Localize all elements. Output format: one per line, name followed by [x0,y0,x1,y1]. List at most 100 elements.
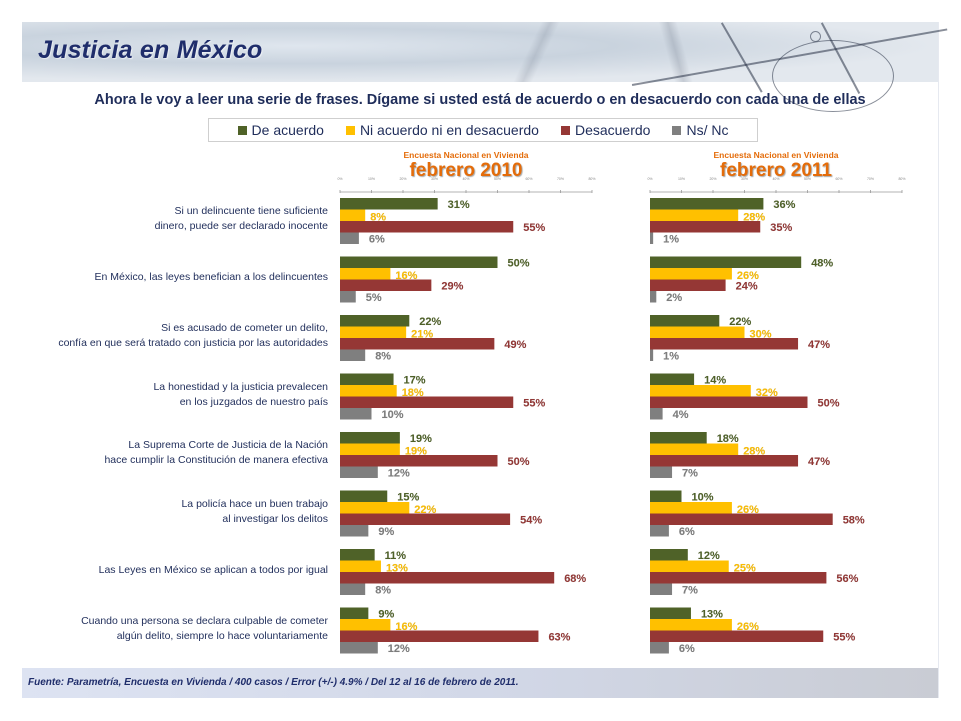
data-label: 16% [395,621,417,633]
data-label: 28% [743,212,765,224]
data-label: 22% [419,316,441,328]
x-tick-label: 20% [399,177,406,181]
data-label: 6% [679,526,695,538]
row-label-line: dinero, puede ser declarado inocente [154,220,328,232]
data-label: 29% [441,281,463,293]
data-label: 8% [370,212,386,224]
data-label: 26% [737,270,759,282]
bar-group: 10% 26% 58% 6% [650,490,865,538]
bar-ni-acuerdo-ni-en-desacuerdo [340,443,400,455]
row-label: La honestidad y la justicia prevalecen en… [153,380,328,410]
bar-ns-nc [650,466,673,478]
data-label: 50% [508,258,530,270]
x-tick-label: 30% [741,177,748,181]
bar-group: 22%30% 47% 1% [650,315,830,363]
data-label: 7% [682,468,698,480]
data-label: 50% [818,398,840,410]
legend-item-de-acuerdo: De acuerdo [237,122,324,138]
bar-group: 31% 8% 55% 6% [340,198,546,246]
data-label: 9% [378,609,394,621]
data-label: 12% [388,468,410,480]
bar-group: 15%22% 54% 9% [340,490,542,538]
data-label: 55% [523,222,545,234]
legend-label: De acuerdo [251,122,324,138]
data-label: 25% [734,563,756,575]
data-label: 14% [704,375,726,387]
bar-ni-acuerdo-ni-en-desacuerdo [340,326,407,338]
x-tick-label: 0% [647,177,652,181]
bar-de-acuerdo [340,432,400,444]
panel-subtitle: Encuesta Nacional en Vivienda [713,150,839,160]
bar-ns-nc [650,408,663,420]
data-label: 1% [663,351,679,363]
bar-ni-acuerdo-ni-en-desacuerdo [650,560,729,572]
row-label: En México, las leyes benefician a los de… [95,270,328,285]
bar-desacuerdo [340,630,539,642]
x-tick-label: 20% [709,177,716,181]
row-label: Cuando una persona se declara culpable d… [81,614,328,644]
data-label: 12% [698,550,720,562]
page-title: Justicia en México [38,36,263,64]
bar-desacuerdo [340,455,498,467]
legend-swatch [237,125,247,135]
bar-de-acuerdo [650,607,691,619]
chart-panel-2010: 0% 10% 20% 30% 40% 50% 60% 70% 80%31%8%55%6%50%1… [337,177,595,655]
data-label: 26% [737,621,759,633]
bar-group: 48% 26%24% 2% [650,256,834,304]
header-banner: Justicia en México [22,22,948,112]
bar-group: 14% 32% 50% 4% [650,373,840,421]
row-label-line: La policía hace un buen trabajo [181,497,328,510]
data-label: 6% [679,643,695,655]
data-label: 24% [736,281,758,293]
row-label-line: hace cumplir la Constitución de manera e… [104,454,328,466]
bar-desacuerdo [650,221,761,233]
data-label: 47% [808,456,830,468]
source-note: Fuente: Parametría, Encuesta en Vivienda… [28,677,519,688]
bar-group: 22%21% 49% 8% [340,315,527,363]
legend-swatch [560,125,570,135]
bar-ni-acuerdo-ni-en-desacuerdo [650,326,745,338]
bar-desacuerdo [340,572,555,584]
bar-ni-acuerdo-ni-en-desacuerdo [340,268,391,280]
data-label: 22% [414,504,436,516]
data-label: 19% [405,446,427,458]
data-label: 17% [404,375,426,387]
legend-item-ns-nc: Ns/ Nc [672,122,728,138]
bar-group: 50% 16% 29% 5% [340,256,530,304]
legend-label: Ns/ Nc [686,122,729,138]
row-label-line: confía en que será tratado con justicia … [58,337,328,349]
data-label: 12% [388,643,410,655]
bar-ns-nc [340,642,378,654]
data-label: 4% [673,409,689,421]
data-label: 6% [369,234,385,246]
x-tick-label: 60% [835,177,842,181]
bar-ni-acuerdo-ni-en-desacuerdo [650,385,751,397]
data-label: 21% [411,329,433,341]
bar-de-acuerdo [650,315,720,327]
bar-de-acuerdo [340,490,388,502]
bar-de-acuerdo [340,256,498,268]
data-label: 15% [397,492,419,504]
data-label: 36% [773,199,795,211]
panel-2011-header: Encuesta Nacional en Vivienda febrero 20… [650,150,902,182]
x-tick-label: 60% [525,177,532,181]
data-label: 32% [756,387,778,399]
data-label: 2% [666,292,682,304]
x-tick-label: 40% [772,177,779,181]
row-label-line: en los juzgados de nuestro país [179,395,328,408]
data-label: 49% [504,339,526,351]
bar-ns-nc [650,525,669,537]
row-label: La Suprema Corte de Justicia de la Nació… [104,438,328,468]
bar-ni-acuerdo-ni-en-desacuerdo [340,619,391,631]
banner-decoration [772,40,894,112]
data-label: 31% [448,199,470,211]
panel-subtitle: Encuesta Nacional en Vivienda [403,150,529,160]
bar-group: 12% 25% 56% 7% [650,549,859,597]
row-label-line: Cuando una persona se declara culpable d… [81,614,328,627]
bar-ns-nc [340,525,369,537]
bar-de-acuerdo [340,607,369,619]
footer: Fuente: Parametría, Encuesta en Vivienda… [22,668,938,698]
survey-question: Ahora le voy a leer una serie de frases.… [94,92,866,108]
banner-decoration [810,31,821,42]
data-label: 18% [717,433,739,445]
